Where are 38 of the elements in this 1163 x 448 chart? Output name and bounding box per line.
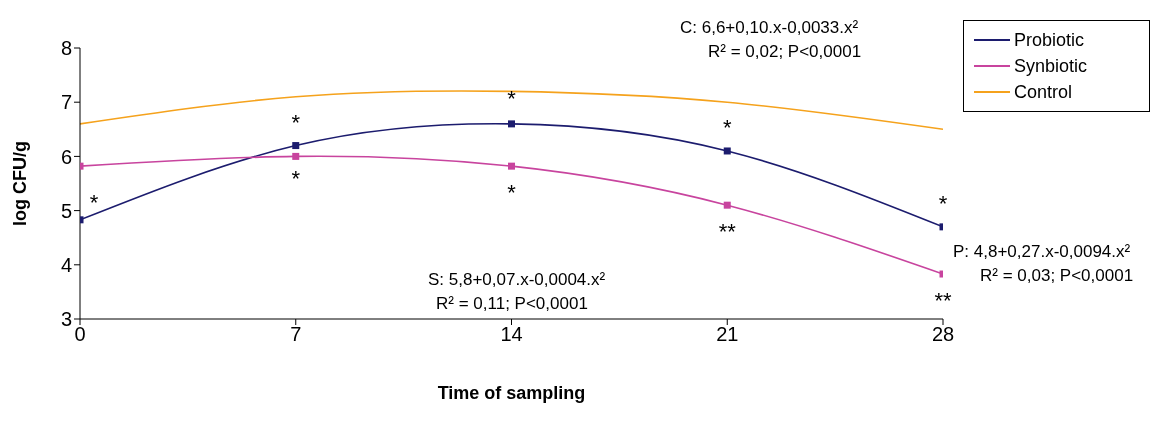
- x-tick-label: 14: [500, 323, 523, 346]
- x-tick-label: 7: [290, 323, 302, 346]
- point: [508, 120, 515, 128]
- annotation: **: [718, 219, 737, 245]
- y-tick-label: 7: [60, 91, 72, 114]
- x-tick-label: 28: [931, 323, 955, 346]
- annotation: R² = 0,11; P<0,0001: [436, 294, 588, 314]
- text: P: 4,8+0,27.x-0,0094.x²: [953, 242, 1131, 262]
- annotation: *: [507, 85, 517, 111]
- annotation: *: [507, 180, 517, 206]
- legend-label: Synbiotic: [1014, 55, 1088, 78]
- annotation: S: 5,8+0,07.x-0,0004.x²: [428, 270, 606, 290]
- text: C: 6,6+0,10.x-0,0033.x²: [680, 18, 859, 38]
- y-tick-label: 8: [60, 37, 72, 60]
- annotation: *: [938, 190, 948, 216]
- x-tick-label: 0: [74, 323, 86, 346]
- point: [723, 147, 731, 155]
- y-tick-label: 5: [60, 199, 72, 222]
- y-tick-label: 3: [60, 308, 72, 331]
- x-axis-title: Time of sampling: [437, 383, 586, 403]
- y-tick-label: 6: [60, 145, 72, 168]
- point: [508, 162, 515, 170]
- legend-label: Probiotic: [1014, 29, 1085, 52]
- x-tick-label: 21: [716, 323, 739, 346]
- legend-label: Control: [1014, 81, 1073, 104]
- annotation: *: [291, 166, 301, 192]
- point: [723, 201, 731, 209]
- annotation: *: [291, 109, 301, 135]
- y-axis-title: log CFU/g: [10, 141, 31, 226]
- y-tick-label: 4: [60, 253, 72, 276]
- annotation: *: [89, 189, 99, 215]
- annotation: **: [934, 288, 952, 314]
- annotation: *: [722, 114, 732, 140]
- point: [292, 152, 300, 160]
- annotation: R² = 0,02; P<0,0001: [708, 42, 862, 62]
- point: [292, 142, 300, 150]
- text: R² = 0,03; P<0,0001: [980, 266, 1134, 286]
- line-series: [80, 90, 943, 131]
